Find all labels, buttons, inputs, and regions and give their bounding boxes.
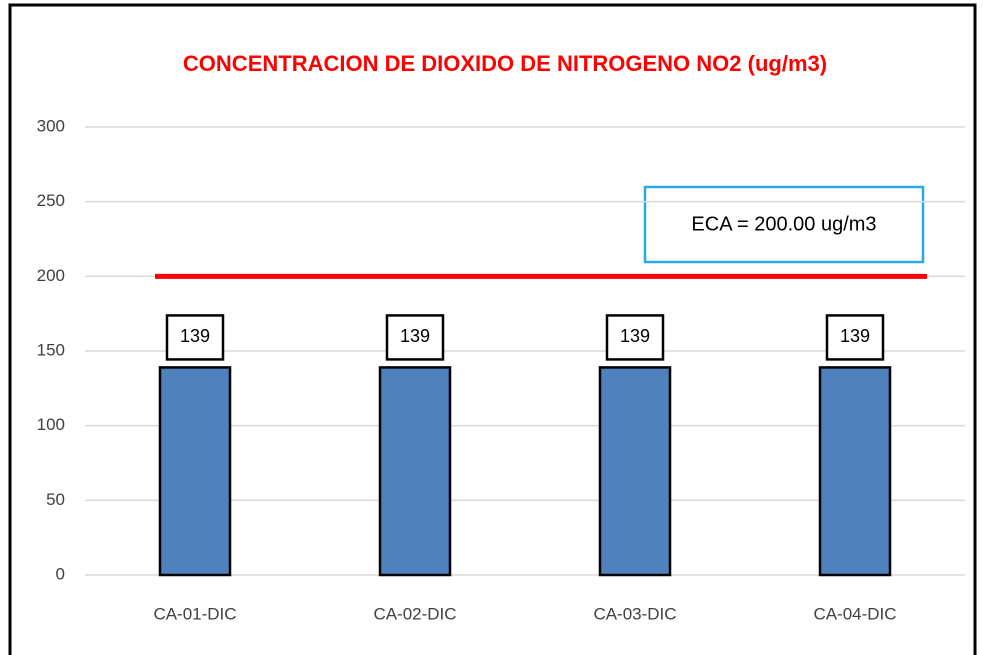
- annotation-box: [643, 185, 925, 264]
- bar: [378, 366, 452, 577]
- data-label-box: [605, 314, 665, 361]
- x-tick-label: CA-04-DIC: [813, 604, 896, 623]
- data-label: 139: [840, 326, 870, 346]
- bar: [818, 366, 892, 577]
- data-label-box: [385, 314, 445, 361]
- annotation: ECA = 200.00 ug/m3: [691, 213, 876, 235]
- data-label: 139: [620, 326, 650, 346]
- y-tick-label: 150: [37, 340, 65, 359]
- x-tick-label: CA-01-DIC: [153, 604, 236, 623]
- y-tick-label: 50: [46, 490, 65, 509]
- bar: [158, 366, 232, 577]
- y-tick-label: 200: [37, 266, 65, 285]
- y-tick-label: 0: [56, 564, 65, 583]
- data-label: 139: [400, 326, 430, 346]
- data-label: 139: [180, 326, 210, 346]
- chart-title: CONCENTRACION DE DIOXIDO DE NITROGENO NO…: [183, 51, 827, 76]
- y-tick-label: 100: [37, 415, 65, 434]
- bar: [598, 366, 672, 577]
- x-tick-label: CA-02-DIC: [373, 604, 456, 623]
- data-label-box: [165, 314, 225, 361]
- data-label-box: [825, 314, 885, 361]
- y-tick-label: 300: [37, 116, 65, 135]
- y-tick-label: 250: [37, 191, 65, 210]
- x-tick-label: CA-03-DIC: [593, 604, 676, 623]
